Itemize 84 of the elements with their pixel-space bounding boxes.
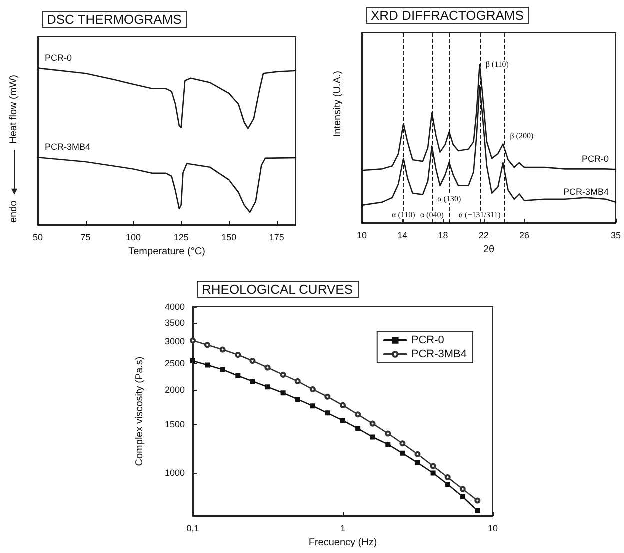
x-tick-label: 100 bbox=[126, 232, 142, 242]
chart-title: RHEOLOGICAL CURVES bbox=[202, 282, 354, 297]
point bbox=[236, 373, 241, 378]
ref-line-label: α (040) bbox=[420, 210, 444, 220]
point bbox=[414, 451, 421, 458]
point bbox=[400, 450, 406, 456]
point bbox=[370, 420, 376, 427]
series-label: PCR-0 bbox=[582, 154, 609, 164]
x-tick-label: 175 bbox=[269, 232, 284, 242]
point bbox=[294, 378, 301, 384]
point bbox=[460, 486, 466, 492]
x-tick-label: 150 bbox=[222, 232, 237, 242]
x-tick-label: 125 bbox=[174, 232, 189, 242]
point bbox=[324, 394, 331, 400]
x-axis-title: Frecuency (Hz) bbox=[308, 538, 378, 548]
point bbox=[415, 460, 420, 466]
series-label: PCR-3MB4 bbox=[563, 186, 609, 197]
x-tick-label: 22 bbox=[478, 230, 489, 240]
point bbox=[474, 498, 481, 504]
ref-line-label: α (−131/311) bbox=[458, 210, 502, 220]
point bbox=[430, 470, 436, 476]
point bbox=[430, 463, 436, 470]
y-tick-label: 2500 bbox=[164, 358, 185, 368]
x-tick-label: 10 bbox=[488, 524, 498, 534]
x-tick-label: 18 bbox=[438, 230, 448, 240]
point bbox=[235, 352, 242, 358]
ref-line-label: α (130) bbox=[438, 194, 462, 204]
point bbox=[444, 474, 451, 480]
point bbox=[340, 418, 346, 424]
series-label: PCR-3MB4 bbox=[45, 142, 91, 152]
point bbox=[340, 402, 346, 408]
point bbox=[460, 494, 466, 500]
x-tick-label: 1 bbox=[340, 524, 346, 534]
point bbox=[310, 386, 316, 393]
point bbox=[280, 372, 286, 378]
point bbox=[310, 404, 316, 409]
point bbox=[250, 378, 256, 384]
point bbox=[204, 342, 211, 348]
point bbox=[265, 384, 270, 390]
y-tick-label: 1500 bbox=[164, 420, 185, 430]
point bbox=[220, 346, 226, 353]
point bbox=[295, 396, 300, 402]
point bbox=[250, 358, 256, 364]
x-tick-label: 35 bbox=[610, 230, 621, 240]
legend-label: PCR-3MB4 bbox=[411, 348, 467, 360]
point bbox=[220, 367, 226, 372]
point bbox=[356, 426, 361, 432]
point bbox=[205, 362, 210, 368]
point bbox=[400, 440, 406, 447]
x-tick-label: 0,1 bbox=[186, 524, 200, 534]
y-axis-title: Complex viscosity (Pa.s) bbox=[134, 356, 146, 466]
point bbox=[385, 430, 392, 437]
x-axis-title: 2θ bbox=[483, 244, 495, 256]
point bbox=[475, 508, 480, 514]
ref-line-label: α (110) bbox=[392, 210, 416, 220]
y-axis-title: Intensity (U.A.) bbox=[332, 71, 344, 138]
point bbox=[445, 482, 450, 488]
y-tick-label: 2000 bbox=[164, 385, 185, 396]
chart-title: XRD DIFFRACTOGRAMS bbox=[371, 8, 524, 23]
point bbox=[280, 390, 286, 396]
y-axis-title: Heat flow (mW) bbox=[8, 75, 20, 144]
point bbox=[264, 364, 271, 371]
point bbox=[190, 338, 196, 344]
point bbox=[355, 412, 362, 418]
y-tick-label: 3500 bbox=[164, 318, 185, 328]
x-tick-label: 50 bbox=[32, 232, 44, 242]
point bbox=[370, 434, 376, 440]
point bbox=[190, 358, 196, 364]
x-tick-label: 26 bbox=[520, 230, 530, 240]
x-axis-title: Temperature (°C) bbox=[128, 246, 206, 258]
y-tick-label: 1000 bbox=[164, 468, 185, 478]
x-tick-label: 75 bbox=[80, 232, 91, 242]
annotation: β (200) bbox=[510, 131, 534, 140]
legend-label: PCR-0 bbox=[411, 334, 444, 346]
text: endo bbox=[8, 200, 20, 223]
point bbox=[325, 410, 330, 416]
series-label: PCR-0 bbox=[45, 52, 72, 63]
x-tick-label: 10 bbox=[356, 230, 368, 240]
x-tick-label: 14 bbox=[398, 230, 408, 240]
point bbox=[386, 442, 391, 448]
y-tick-label: 4000 bbox=[164, 302, 185, 312]
y-tick-label: 3000 bbox=[164, 336, 185, 346]
annotation: β (110) bbox=[486, 60, 510, 70]
chart-title: DSC THERMOGRAMS bbox=[47, 12, 182, 27]
